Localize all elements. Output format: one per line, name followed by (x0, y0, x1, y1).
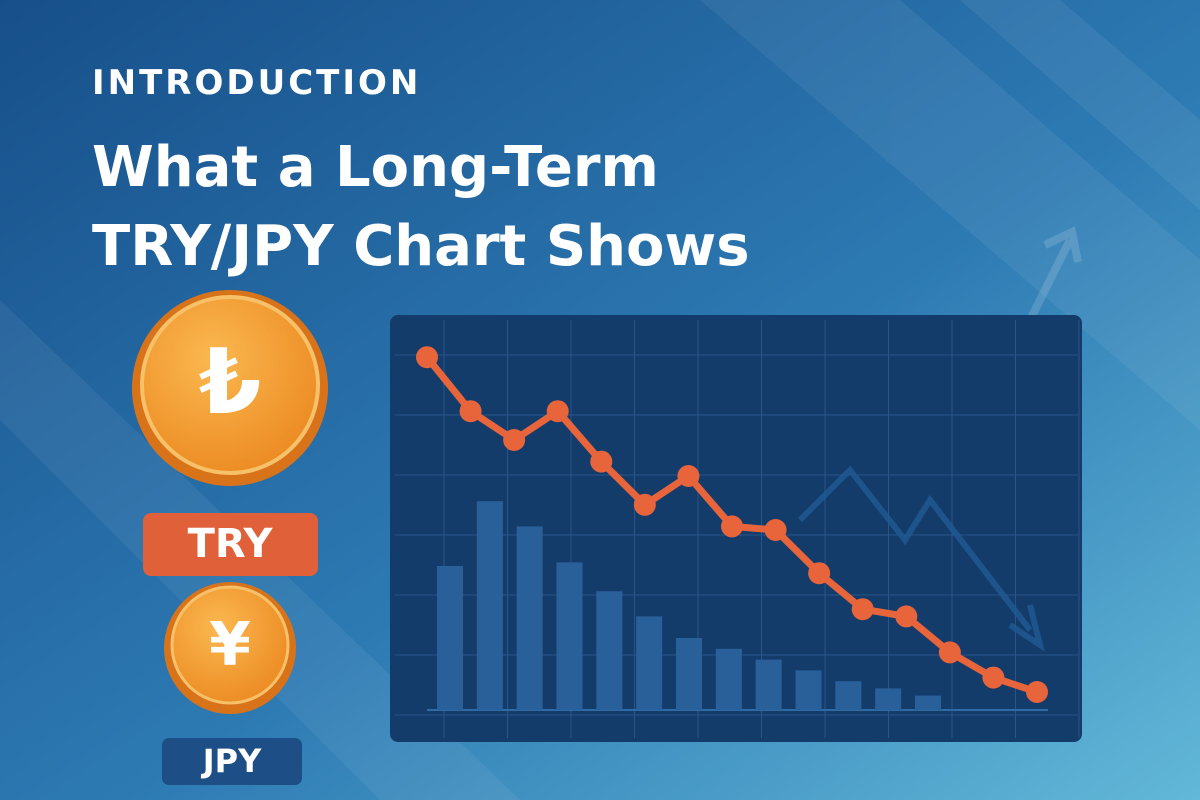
point (590, 450, 613, 473)
deco-arrow (1026, 226, 1082, 322)
point (764, 519, 787, 541)
deco-arrow (797, 465, 1045, 652)
bar (915, 695, 941, 710)
point (982, 666, 1005, 689)
point (546, 400, 569, 423)
point (416, 346, 438, 369)
point (677, 465, 700, 487)
point (459, 400, 482, 423)
coin-symbol: ₺ (199, 330, 262, 435)
point (851, 598, 874, 621)
bar (875, 688, 902, 710)
bar (755, 659, 782, 710)
title-line: What a Long-Term (92, 135, 659, 200)
point (633, 493, 656, 516)
label-pill (162, 738, 302, 785)
bar (795, 670, 822, 710)
bar (715, 648, 742, 710)
bar (437, 566, 463, 710)
coin-symbol: ¥ (209, 610, 251, 680)
coin (170, 585, 290, 705)
point (503, 429, 526, 451)
plot (416, 346, 1048, 710)
coin-label: TRY (188, 521, 274, 567)
bar (636, 616, 663, 710)
bar (596, 591, 623, 710)
bar (835, 681, 862, 710)
bar (676, 638, 702, 710)
label-pill (143, 513, 318, 576)
bar (476, 501, 503, 710)
eyebrow: INTRODUCTION (92, 63, 421, 103)
bar (556, 562, 583, 710)
coin (140, 295, 320, 475)
point (808, 562, 831, 585)
bar (516, 526, 543, 710)
point (895, 605, 918, 628)
point (938, 641, 961, 664)
title-line: TRY/JPY Chart Shows (92, 214, 750, 279)
point (1026, 681, 1048, 703)
point (721, 515, 743, 538)
coin-label: JPY (201, 742, 262, 780)
